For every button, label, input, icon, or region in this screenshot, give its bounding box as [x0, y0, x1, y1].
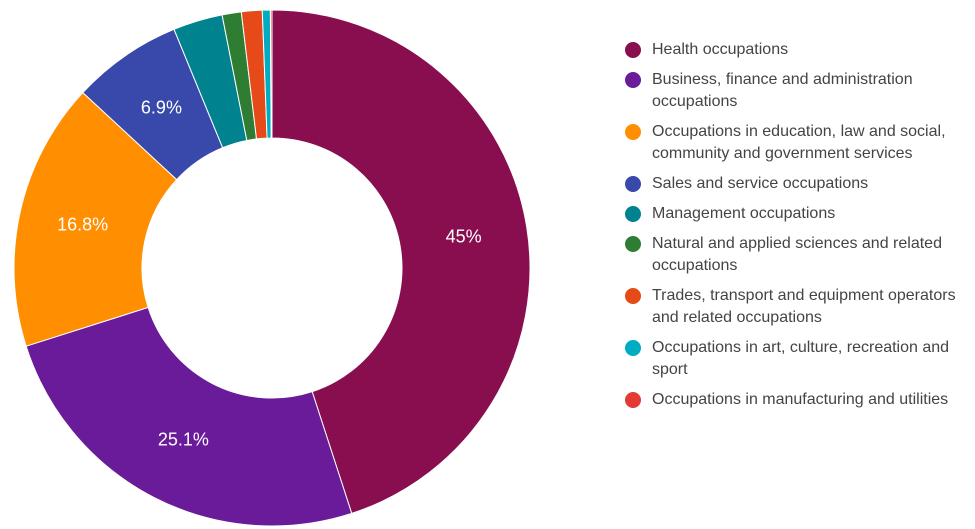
- slice: [13, 91, 178, 347]
- legend-swatch: [625, 176, 641, 192]
- legend-label: Natural and applied sciences and related…: [652, 235, 942, 274]
- donut: 45% 25.1% 16.8% 6.9%: [13, 9, 531, 527]
- legend-label: Occupations in manufacturing and utiliti…: [652, 391, 949, 408]
- data-label: 6.9%: [141, 97, 182, 117]
- legend-label: Business, finance and administration occ…: [652, 71, 913, 110]
- slice: [269, 9, 273, 139]
- legend-swatch: [625, 206, 641, 222]
- legend-item: Trades, transport and equipment operator…: [625, 285, 975, 329]
- data-label: 25.1%: [158, 429, 209, 449]
- legend: Health occupations Business, finance and …: [625, 39, 975, 419]
- legend-label: Trades, transport and equipment operator…: [652, 287, 956, 326]
- legend-item: Occupations in art, culture, recreation …: [625, 337, 975, 381]
- legend-swatch: [625, 288, 641, 304]
- legend-label: Sales and service occupations: [652, 175, 869, 192]
- legend-item: Sales and service occupations: [625, 173, 975, 195]
- legend-item: Occupations in education, law and social…: [625, 121, 975, 165]
- slice: [25, 306, 353, 527]
- legend-swatch: [625, 236, 641, 252]
- data-label: 45%: [446, 226, 482, 246]
- legend-swatch: [625, 340, 641, 356]
- data-label: 16.8%: [57, 214, 108, 234]
- legend-label: Occupations in art, culture, recreation …: [652, 339, 950, 378]
- legend-label: Occupations in education, law and social…: [652, 123, 946, 162]
- legend-label: Health occupations: [652, 41, 789, 58]
- legend-item: Health occupations: [625, 39, 975, 61]
- legend-swatch: [625, 124, 641, 140]
- legend-swatch: [625, 42, 641, 58]
- slice: [271, 9, 531, 515]
- legend-label: Management occupations: [652, 205, 836, 222]
- legend-swatch: [625, 72, 641, 88]
- legend-item: Business, finance and administration occ…: [625, 69, 975, 113]
- legend-item: Natural and applied sciences and related…: [625, 233, 975, 277]
- legend-swatch: [625, 392, 641, 408]
- legend-item: Occupations in manufacturing and utiliti…: [625, 389, 975, 411]
- legend-item: Management occupations: [625, 203, 975, 225]
